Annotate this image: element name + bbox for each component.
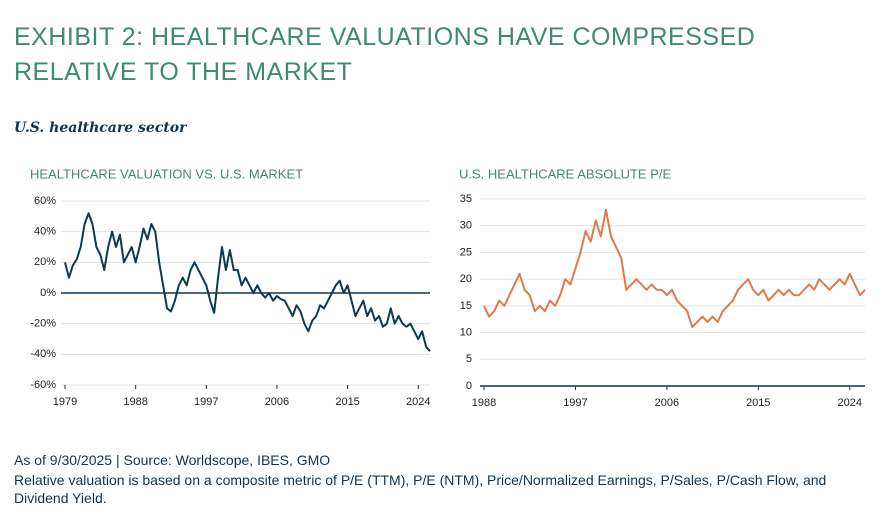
y-tick-label: 30 (460, 220, 472, 232)
chart-title: HEALTHCARE VALUATION VS. U.S. MARKET (30, 166, 303, 181)
y-tick-label: 5 (466, 353, 472, 365)
source: As of 9/30/2025 | Source: Worldscope, IB… (14, 452, 331, 468)
series-line (64, 212, 431, 352)
x-tick-label: 2015 (335, 396, 359, 408)
y-tick-label: -20% (30, 318, 56, 330)
x-tick-label: 2015 (746, 397, 770, 409)
y-tick-label: 25 (460, 246, 472, 258)
y-tick-label: 15 (460, 300, 472, 312)
y-tick-label: 0% (40, 287, 56, 299)
subtitle: U.S. healthcare sector (14, 120, 187, 136)
series-line (483, 208, 866, 329)
y-tick-label: 35 (460, 193, 472, 205)
y-tick-label: 10 (460, 326, 472, 338)
y-tick-label: -40% (30, 348, 56, 360)
exhibit-title: EXHIBIT 2: HEALTHCARE VALUATIONS HAVE CO… (14, 23, 756, 86)
x-tick-label: 1979 (53, 396, 77, 408)
y-tick-label: 60% (34, 195, 56, 207)
x-tick-label: 1988 (472, 397, 496, 409)
x-tick-label: 2006 (655, 397, 679, 409)
x-tick-label: 1997 (194, 396, 218, 408)
note: Relative valuation is based on a composi… (14, 472, 827, 506)
y-tick-label: -60% (30, 379, 56, 391)
y-tick-label: 20 (460, 273, 472, 285)
x-tick-label: 1988 (123, 396, 147, 408)
x-tick-label: 2024 (838, 397, 862, 409)
chart-title: U.S. HEALTHCARE ABSOLUTE P/E (459, 166, 671, 181)
x-tick-label: 2024 (406, 396, 430, 408)
y-tick-label: 20% (34, 256, 56, 268)
x-tick-label: 1997 (563, 397, 587, 409)
x-tick-label: 2006 (265, 396, 289, 408)
y-tick-label: 0 (466, 380, 472, 392)
y-tick-label: 40% (34, 226, 56, 238)
